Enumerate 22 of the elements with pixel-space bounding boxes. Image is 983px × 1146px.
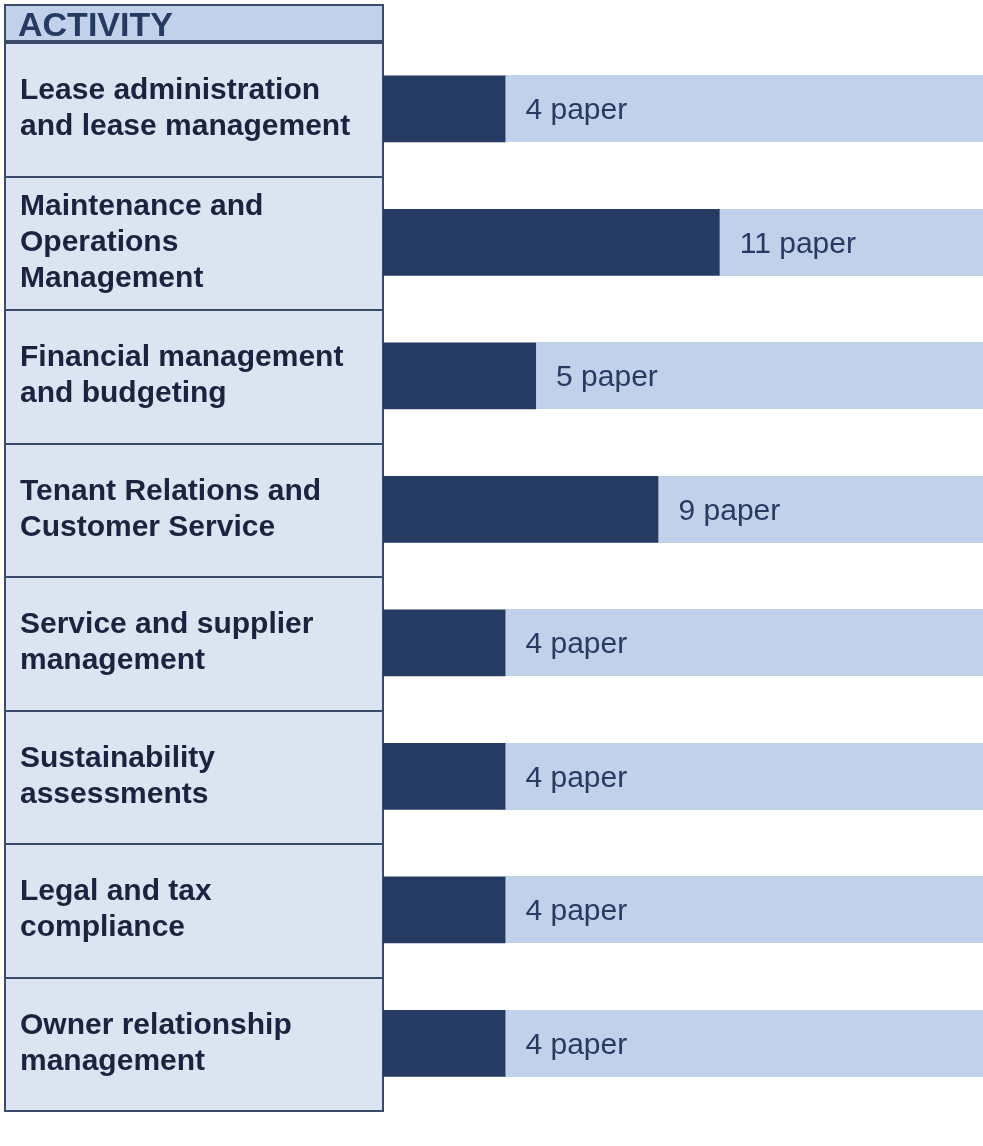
data-label: 4 paper (525, 626, 628, 660)
bar (383, 75, 506, 143)
bar (383, 1009, 506, 1077)
y-tick-label: Financial management and budgeting (20, 339, 344, 409)
y-tick-label: Sustainability assessments (20, 739, 216, 809)
y-tick-label: Legal and tax compliance (20, 873, 213, 943)
data-label: 9 paper (678, 492, 781, 526)
text: ACTIVITY (4, 4, 384, 43)
y-tick-label: Maintenance and Operations Management (20, 187, 264, 293)
data-label: 11 paper (739, 225, 856, 259)
data-label: 4 paper (525, 92, 628, 126)
data-label: 4 paper (525, 893, 628, 927)
y-tick-label: Lease administration and lease management (20, 72, 351, 142)
bar (383, 609, 506, 677)
data-label: 4 paper (525, 1026, 628, 1060)
data-label: 4 paper (525, 759, 628, 793)
data-label: 5 paper (556, 359, 658, 393)
y-tick-label: Owner relationship management (20, 1006, 292, 1076)
y-tick-label: Service and supplier management (20, 606, 314, 676)
y-tick-label: Tenant Relations and Customer Service (20, 472, 322, 542)
bar (383, 742, 506, 810)
bar (383, 876, 506, 944)
